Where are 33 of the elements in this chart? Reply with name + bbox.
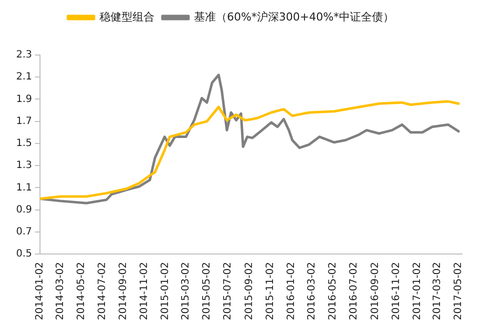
x-tick-label: 2016-03-02 (306, 262, 318, 320)
legend-label: 稳健型组合 (99, 10, 154, 24)
y-tick-label: 2.3 (16, 50, 32, 61)
x-tick-label: 2016-01-02 (286, 262, 297, 320)
x-tick-label: 2014-07-02 (96, 262, 108, 320)
x-tick-label: 2015-03-02 (180, 262, 192, 320)
x-tick-label: 2014-01-02 (34, 262, 46, 320)
y-tick-label: 1.9 (16, 94, 32, 105)
x-tick-label: 2015-01-02 (160, 262, 172, 320)
x-tick-label: 2017-05-02 (453, 262, 464, 320)
y-tick-label: 0.5 (16, 248, 32, 260)
x-tick-label: 2016-11-02 (390, 262, 402, 320)
x-tick-label: 2017-01-02 (412, 262, 423, 320)
x-tick-label: 2017-03-02 (432, 262, 444, 320)
x-tick-label: 2015-11-02 (264, 262, 276, 320)
x-tick-label: 2016-07-02 (348, 262, 360, 320)
legend-label: 基准（60%*沪深300+40%*中证全债） (194, 10, 394, 24)
y-tick-label: 2.1 (16, 72, 32, 83)
x-tick-label: 2014-03-02 (54, 262, 66, 320)
x-tick-label: 2016-05-02 (328, 262, 339, 320)
y-tick-label: 1.5 (16, 138, 32, 150)
y-tick-label: 0.7 (16, 226, 32, 238)
x-tick-label: 2015-09-02 (244, 262, 255, 320)
y-tick-label: 1.1 (16, 182, 32, 194)
x-tick-label: 2015-07-02 (222, 262, 234, 320)
x-tick-label: 2014-05-02 (76, 262, 87, 320)
y-tick-label: 1.3 (16, 160, 32, 172)
x-tick-label: 2016-09-02 (370, 262, 381, 320)
y-tick-label: 1.7 (16, 116, 32, 127)
x-tick-label: 2014-09-02 (118, 262, 130, 320)
y-tick-label: 0.9 (16, 204, 32, 216)
x-tick-label: 2014-11-02 (139, 262, 150, 320)
x-tick-label: 2015-05-02 (202, 262, 213, 320)
